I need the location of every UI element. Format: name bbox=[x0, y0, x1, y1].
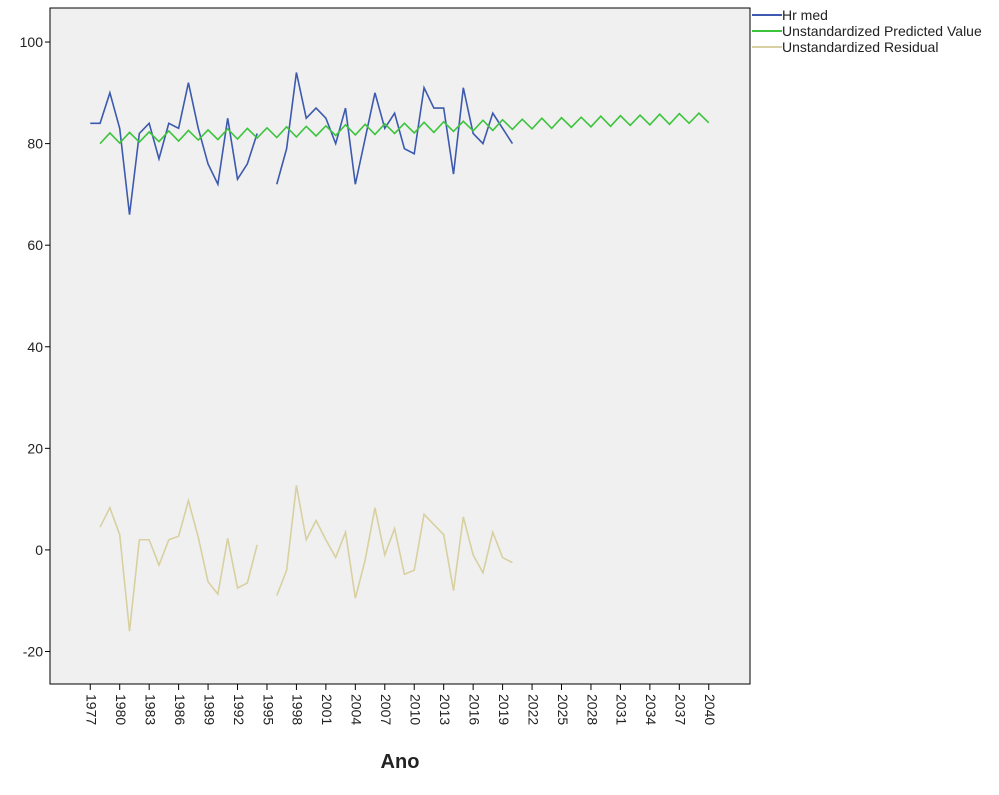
x-tick-label: 1998 bbox=[290, 694, 306, 725]
legend-label: Hr med bbox=[782, 7, 828, 23]
x-tick-label: 2040 bbox=[702, 694, 718, 725]
x-tick-label: 1995 bbox=[260, 694, 276, 725]
y-tick-label: 0 bbox=[35, 542, 43, 558]
x-tick-label: 2031 bbox=[614, 694, 630, 725]
legend-item: Unstandardized Predicted Value bbox=[752, 24, 992, 38]
legend-label: Unstandardized Residual bbox=[782, 39, 939, 55]
y-tick-label: 20 bbox=[27, 440, 43, 456]
y-tick-label: 80 bbox=[27, 136, 43, 152]
y-tick-label: -20 bbox=[23, 643, 43, 659]
y-tick-label: 40 bbox=[27, 339, 43, 355]
x-tick-label: 2007 bbox=[378, 694, 394, 725]
legend-swatch bbox=[752, 30, 782, 32]
x-tick-label: 2016 bbox=[466, 694, 482, 725]
x-tick-label: 2019 bbox=[496, 694, 512, 725]
x-tick-label: 2034 bbox=[643, 694, 659, 725]
series-line bbox=[99, 485, 513, 632]
x-tick-label: 2010 bbox=[408, 694, 424, 725]
x-tick-label: 2037 bbox=[673, 694, 689, 725]
series-line bbox=[90, 72, 514, 215]
x-axis-label: Ano bbox=[381, 751, 420, 773]
x-tick-label: 2013 bbox=[437, 694, 453, 725]
x-tick-label: 1977 bbox=[84, 694, 100, 725]
x-tick-label: 2001 bbox=[319, 694, 335, 725]
legend-item: Unstandardized Residual bbox=[752, 40, 992, 54]
y-tick-label: 60 bbox=[27, 237, 43, 253]
legend-swatch bbox=[752, 14, 782, 16]
x-tick-label: 1986 bbox=[172, 694, 188, 725]
x-tick-label: 1983 bbox=[142, 694, 158, 725]
legend-swatch bbox=[752, 46, 782, 48]
x-tick-label: 1989 bbox=[201, 694, 217, 725]
x-tick-label: 2025 bbox=[555, 694, 571, 725]
legend-item: Hr med bbox=[752, 8, 992, 22]
legend-label: Unstandardized Predicted Value bbox=[782, 23, 982, 39]
x-tick-label: 1992 bbox=[231, 694, 247, 725]
x-tick-label: 2004 bbox=[349, 694, 365, 725]
y-tick-label: 100 bbox=[20, 34, 44, 50]
x-tick-label: 1980 bbox=[113, 694, 129, 725]
series-line bbox=[99, 111, 710, 145]
x-tick-label: 2028 bbox=[584, 694, 600, 725]
plot-area bbox=[49, 7, 751, 685]
legend: Hr med Unstandardized Predicted Value Unst… bbox=[752, 8, 992, 56]
x-tick-label: 2022 bbox=[525, 694, 541, 725]
